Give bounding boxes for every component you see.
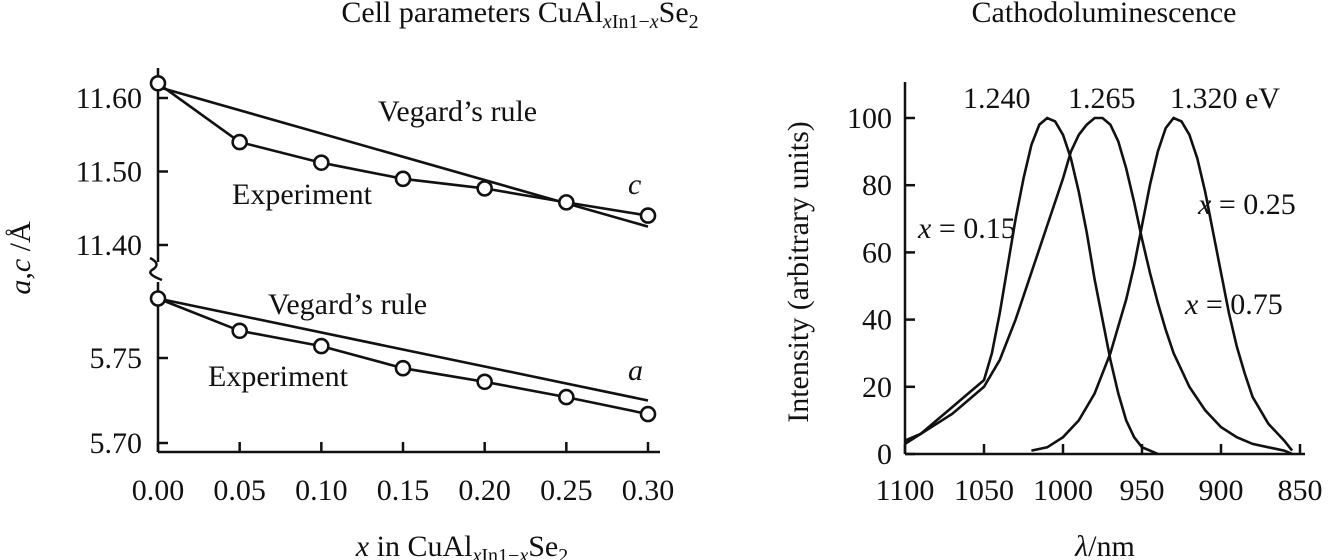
left-x-ticks: 0.00 0.05 0.10 0.15 0.20 0.25 0.30: [132, 442, 675, 507]
right-y-tick-label: 40: [862, 304, 892, 337]
left-y-tick-label: 11.50: [76, 156, 142, 189]
left-x-tick-label: 0.10: [295, 474, 348, 507]
left-series-group: [149, 75, 657, 423]
experiment-marker-c: [394, 170, 412, 188]
right-y-tick-label: 100: [847, 102, 892, 135]
experiment-marker-c: [313, 154, 330, 171]
cl-spectrum-x025: [904, 116, 1293, 456]
experiment-marker-a: [231, 322, 248, 340]
right-x-tick-label: 850: [1278, 474, 1323, 507]
left-y-tick-label: 5.75: [90, 342, 143, 375]
left-y-tick-label: 5.70: [90, 427, 143, 460]
left-x-tick-label: 0.05: [213, 474, 266, 507]
experiment-upper-label: Experiment: [232, 178, 373, 211]
left-x-tick-label: 0.20: [458, 474, 511, 507]
experiment-marker-c: [476, 180, 493, 197]
vegard-line-a: [157, 297, 649, 402]
experiment-marker-a: [394, 359, 412, 377]
left-chart-title: Cell parameters CuAlxIn1−xSe2: [341, 0, 698, 33]
left-x-tick-label: 0.30: [622, 474, 675, 507]
series-label-x025: x = 0.25: [1197, 188, 1296, 221]
experiment-marker-a: [476, 373, 493, 391]
experiment-marker-a: [558, 388, 575, 406]
right-y-tick-label: 80: [862, 169, 892, 202]
experiment-marker-c: [639, 207, 657, 224]
experiment-marker-c: [231, 133, 248, 151]
right-x-tick-label: 1100: [876, 474, 935, 507]
right-y-ticks: 0 20 40 60 80 100: [847, 102, 915, 471]
peak-label-1: 1.240: [963, 82, 1031, 115]
cl-spectrum-x075: [1031, 116, 1294, 452]
right-y-tick-label: 60: [862, 236, 892, 269]
series-label-x015: x = 0.15: [917, 212, 1016, 245]
right-y-tick-label: 0: [877, 438, 892, 471]
left-x-axis-label: x in CuAlxIn1−xSe2: [355, 530, 568, 560]
right-chart-title: Cathodoluminescence: [972, 0, 1237, 29]
experiment-marker-c: [558, 194, 575, 211]
left-y-tick-label: 11.60: [76, 82, 142, 115]
right-x-tick-label: 1050: [954, 474, 1014, 507]
peak-label-3: 1.320 eV: [1170, 82, 1280, 115]
left-y-ticks: 11.60 11.50 11.40 5.75 5.70: [76, 82, 168, 460]
experiment-marker-a: [639, 405, 657, 423]
right-x-axis-label: λ/nm: [1074, 530, 1135, 560]
experiment-marker-a: [313, 337, 330, 355]
experiment-lower-label: Experiment: [208, 360, 349, 393]
experiment-marker-a: [149, 290, 167, 307]
cl-spectrum-x015: [904, 116, 1159, 456]
right-series-group: [904, 116, 1294, 456]
series-label-x075: x = 0.75: [1184, 288, 1283, 321]
left-y-axis-label: a,c /Å: [4, 221, 37, 295]
right-y-axis-label: Intensity (arbitrary units): [782, 121, 815, 423]
cathodoluminescence-panel: Cathodoluminescence 0 20 40 60 80 100 1100 105…: [782, 0, 1323, 560]
c-label: c: [628, 168, 641, 201]
vegard-lower-label: Vegard’s rule: [268, 288, 427, 321]
right-x-tick-label: 900: [1199, 474, 1244, 507]
left-y-tick-label: 11.40: [76, 229, 142, 262]
peak-label-2: 1.265: [1068, 82, 1136, 115]
vegard-upper-label: Vegard’s rule: [378, 95, 537, 128]
left-x-tick-label: 0.25: [540, 474, 593, 507]
axis-break-mark: [149, 256, 163, 282]
a-label: a: [628, 354, 643, 387]
right-y-tick-label: 20: [862, 371, 892, 404]
cell-parameters-panel: Cell parameters CuAlxIn1−xSe2 11.60 11.50…: [4, 0, 699, 560]
right-x-tick-label: 1000: [1033, 474, 1093, 507]
left-x-tick-label: 0.15: [377, 474, 430, 507]
experiment-marker-c: [149, 75, 167, 92]
right-x-tick-label: 950: [1120, 474, 1165, 507]
left-x-tick-label: 0.00: [132, 474, 185, 507]
